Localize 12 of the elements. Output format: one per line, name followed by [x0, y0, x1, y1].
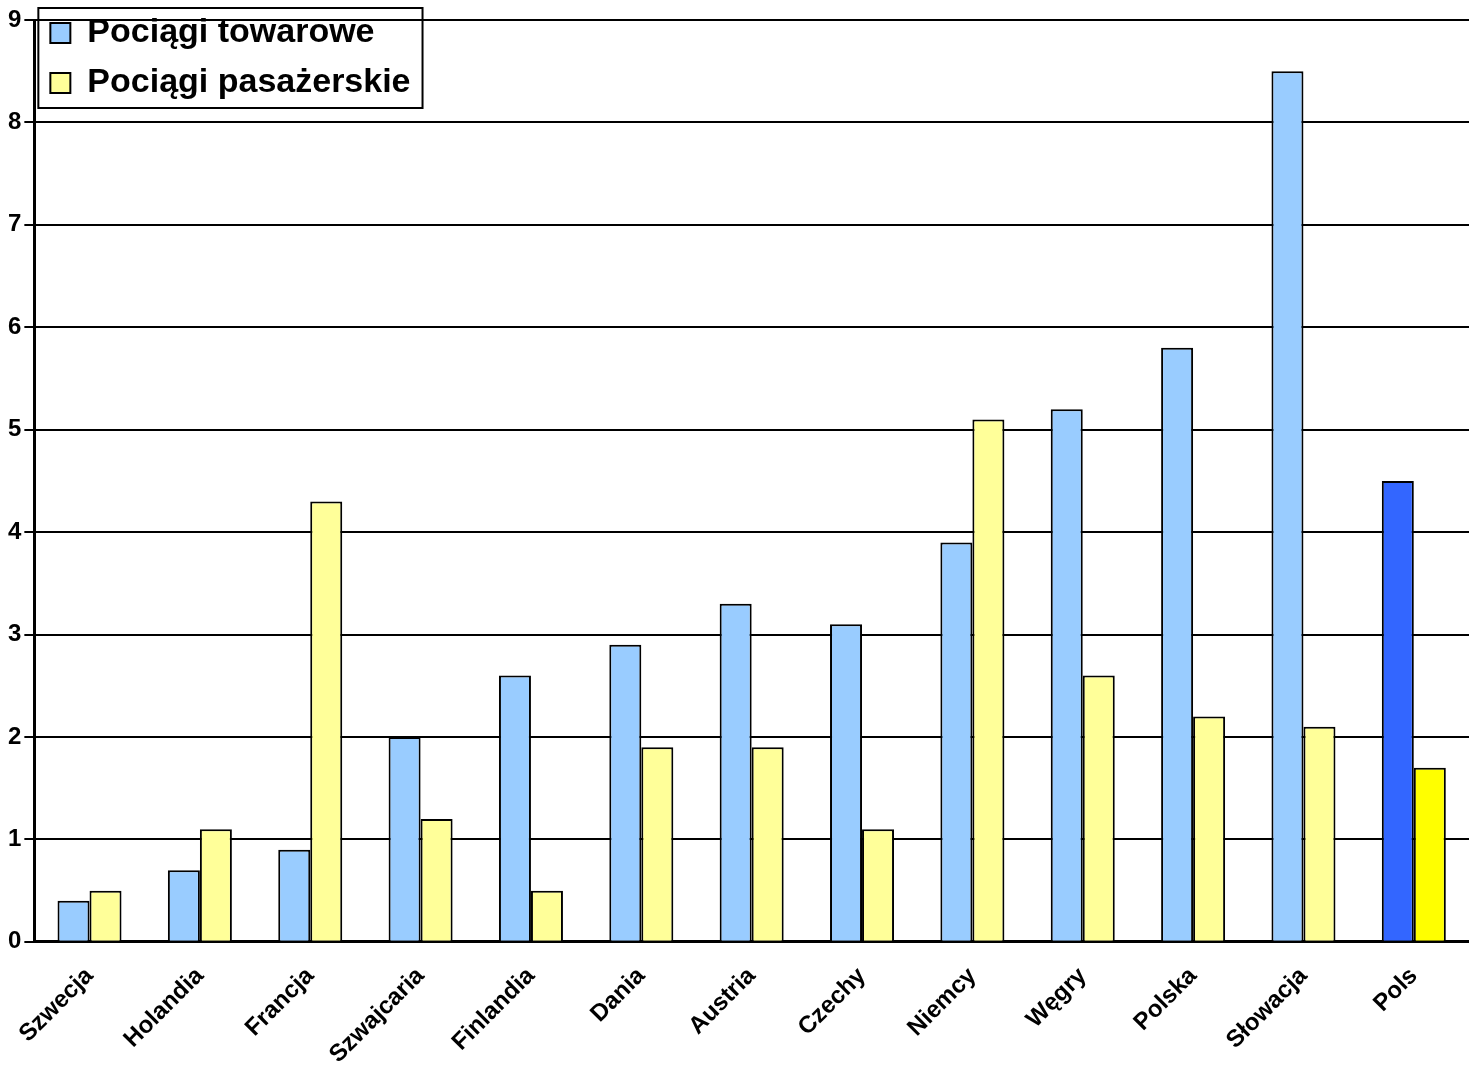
y-tick-label: 4 [7, 516, 22, 544]
y-tick-label: 1 [7, 824, 22, 852]
legend-label: Pociągi pasażerskie [87, 61, 411, 100]
y-tick-label: 9 [7, 4, 22, 32]
y-tick-label: 8 [7, 107, 22, 135]
y-tick-label: 5 [7, 414, 22, 442]
y-tick-label: 7 [7, 209, 22, 237]
y-tick-label: 0 [7, 926, 22, 954]
legend-label: Pociągi towarowe [87, 11, 375, 50]
y-tick-label: 2 [7, 721, 22, 749]
y-tick-label: 3 [7, 619, 22, 647]
y-tick-label: 6 [7, 311, 22, 339]
